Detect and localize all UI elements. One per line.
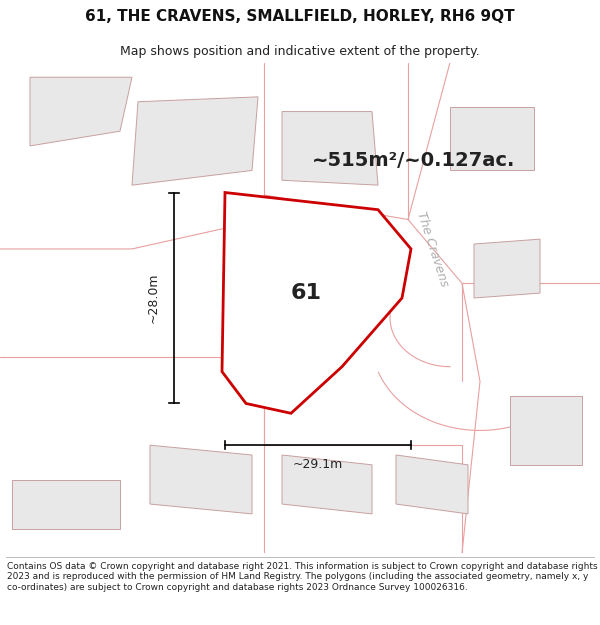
Polygon shape bbox=[30, 78, 132, 146]
Text: Map shows position and indicative extent of the property.: Map shows position and indicative extent… bbox=[120, 45, 480, 58]
Polygon shape bbox=[12, 479, 120, 529]
Polygon shape bbox=[396, 455, 468, 514]
Polygon shape bbox=[282, 111, 378, 185]
Text: ~29.1m: ~29.1m bbox=[293, 458, 343, 471]
Polygon shape bbox=[474, 239, 540, 298]
Text: 61, THE CRAVENS, SMALLFIELD, HORLEY, RH6 9QT: 61, THE CRAVENS, SMALLFIELD, HORLEY, RH6… bbox=[85, 9, 515, 24]
Text: ~515m²/~0.127ac.: ~515m²/~0.127ac. bbox=[312, 151, 515, 170]
Text: 61: 61 bbox=[290, 283, 322, 303]
Polygon shape bbox=[132, 97, 258, 185]
Polygon shape bbox=[510, 396, 582, 465]
Text: The Cravens: The Cravens bbox=[414, 210, 450, 288]
Text: ~28.0m: ~28.0m bbox=[146, 272, 160, 323]
Polygon shape bbox=[450, 107, 534, 171]
Text: Contains OS data © Crown copyright and database right 2021. This information is : Contains OS data © Crown copyright and d… bbox=[7, 562, 598, 591]
Polygon shape bbox=[282, 455, 372, 514]
Polygon shape bbox=[222, 192, 411, 413]
Polygon shape bbox=[150, 445, 252, 514]
